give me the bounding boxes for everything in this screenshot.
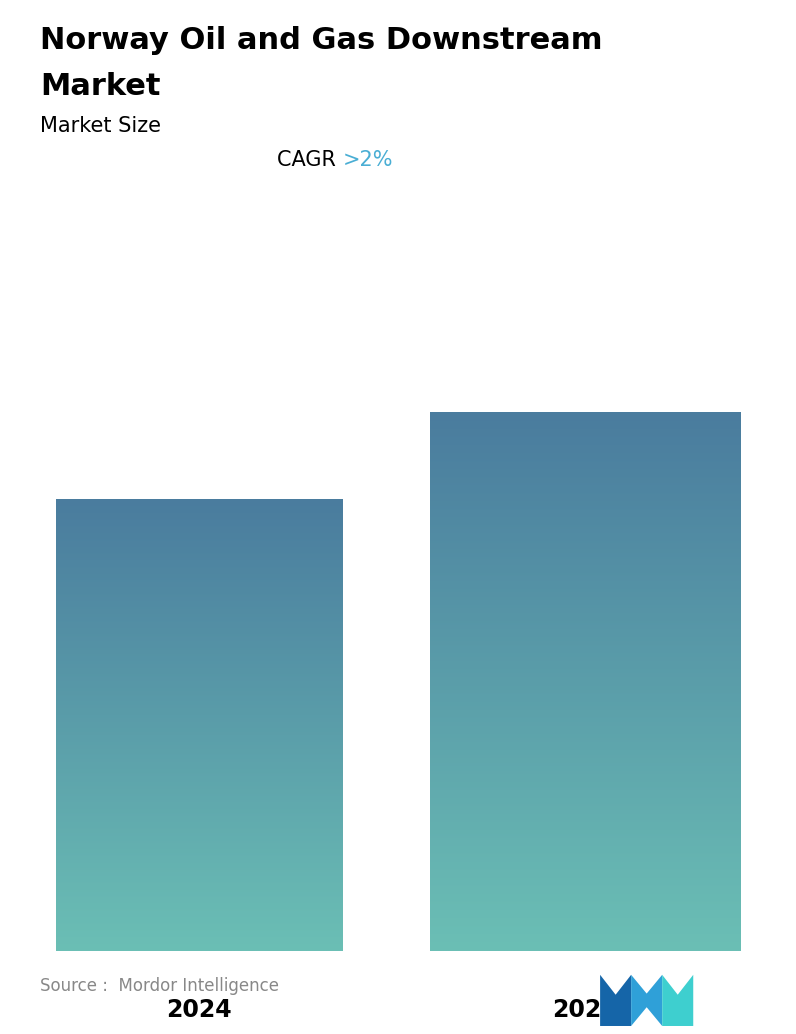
Text: 2024: 2024 [166,998,232,1022]
Text: Market: Market [40,72,160,101]
Text: >2%: >2% [342,150,392,170]
Polygon shape [600,975,631,1026]
Text: Norway Oil and Gas Downstream: Norway Oil and Gas Downstream [40,26,603,55]
Text: Market Size: Market Size [40,116,161,135]
Polygon shape [631,975,662,1026]
Text: CAGR: CAGR [277,150,342,170]
Text: 2029: 2029 [552,998,618,1022]
Polygon shape [662,975,693,1026]
Text: Source :  Mordor Intelligence: Source : Mordor Intelligence [40,977,279,995]
